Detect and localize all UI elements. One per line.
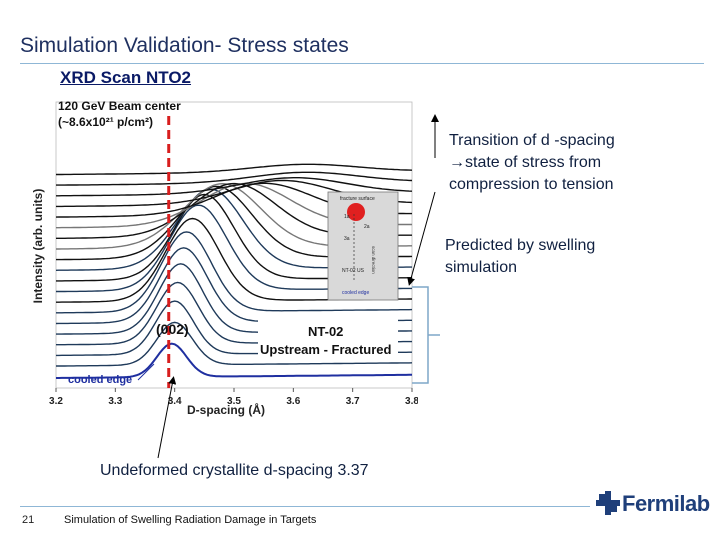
beam-label-line1: 120 GeV Beam center bbox=[58, 99, 181, 113]
sample-label: NT-02 bbox=[308, 324, 343, 339]
undeformed-note: Undeformed crystallite d-spacing 3.37 bbox=[100, 462, 369, 479]
xrd-chart-svg: 3.2 3.3 3.4 3.5 3.6 3.7 3.8 D-spacing (Å) Inte… bbox=[31, 99, 419, 417]
sample-inset: fracture surface 1a 2a 3a NT-02 US coole… bbox=[327, 191, 399, 301]
xrd-curve-1 bbox=[56, 321, 413, 367]
sample-label-backdrop bbox=[258, 318, 398, 360]
xrd-curve-6 bbox=[56, 231, 413, 314]
fermilab-wordmark: Fermilab bbox=[622, 491, 710, 516]
x-tick-label-0: 3.2 bbox=[49, 396, 63, 407]
predicted-note-line2: simulation bbox=[445, 259, 518, 276]
transition-note-line2: →state of stress from bbox=[449, 154, 602, 171]
xrd-curve-18 bbox=[56, 171, 413, 186]
xrd-curve-0 bbox=[56, 342, 412, 379]
footer-divider bbox=[20, 506, 590, 507]
x-tick-label-6: 3.8 bbox=[405, 396, 418, 407]
x-tick-label-4: 3.6 bbox=[286, 396, 300, 407]
peak-label: (002) bbox=[156, 321, 189, 337]
transition-note-line1: Transition of d -spacing bbox=[449, 132, 615, 149]
undeformed-arrow bbox=[157, 376, 177, 459]
x-tick-label-5: 3.7 bbox=[346, 396, 360, 407]
title-divider bbox=[20, 63, 704, 64]
xrd-curve-19 bbox=[56, 163, 413, 176]
beam-label-line2: (~8.6x10²¹ p/cm²) bbox=[58, 115, 153, 129]
xrd-chart: 3.2 3.3 3.4 3.5 3.6 3.7 3.8 D-spacing (Å) Inte… bbox=[26, 96, 419, 420]
predicted-bracket bbox=[412, 286, 440, 384]
inset-top-label: fracture surface bbox=[340, 196, 375, 202]
x-tick-label-3: 3.5 bbox=[227, 396, 241, 407]
inset-id-label: NT-02 US bbox=[342, 268, 365, 274]
transition-arrow-down bbox=[407, 191, 436, 286]
inset-label-2a: 2a bbox=[364, 224, 370, 230]
inset-scan-label: scan direction bbox=[371, 246, 376, 274]
inset-label-3a: 3a bbox=[344, 236, 350, 242]
x-tick-label-2: 3.4 bbox=[168, 396, 182, 407]
x-tick-label-1: 3.3 bbox=[108, 396, 122, 407]
x-axis-label: D-spacing (Å) bbox=[187, 402, 265, 417]
fermilab-mark-icon bbox=[596, 491, 620, 515]
slide-subtitle: XRD Scan NTO2 bbox=[60, 68, 192, 87]
y-axis-label: Intensity (arb. units) bbox=[31, 189, 45, 304]
page-number: 21 bbox=[22, 514, 35, 526]
inset-edge-label: cooled edge bbox=[342, 290, 369, 296]
transition-note-line3: compression to tension bbox=[449, 176, 614, 193]
cooled-edge-pointer bbox=[137, 363, 155, 381]
inset-beam-dot bbox=[347, 203, 365, 221]
condition-label: Upstream - Fractured bbox=[260, 342, 392, 357]
predicted-note-line1: Predicted by swelling bbox=[445, 237, 596, 254]
fermilab-logo: Fermilab bbox=[596, 489, 710, 517]
x-ticks-layer: 3.2 3.3 3.4 3.5 3.6 3.7 3.8 bbox=[49, 388, 419, 407]
inset-label-1a: 1a bbox=[344, 214, 350, 220]
footer-text: Simulation of Swelling Radiation Damage … bbox=[64, 514, 317, 526]
cooled-edge-label: cooled edge bbox=[68, 374, 132, 386]
xrd-curve-17 bbox=[56, 177, 413, 197]
slide-title: Simulation Validation- Stress states bbox=[20, 34, 349, 57]
